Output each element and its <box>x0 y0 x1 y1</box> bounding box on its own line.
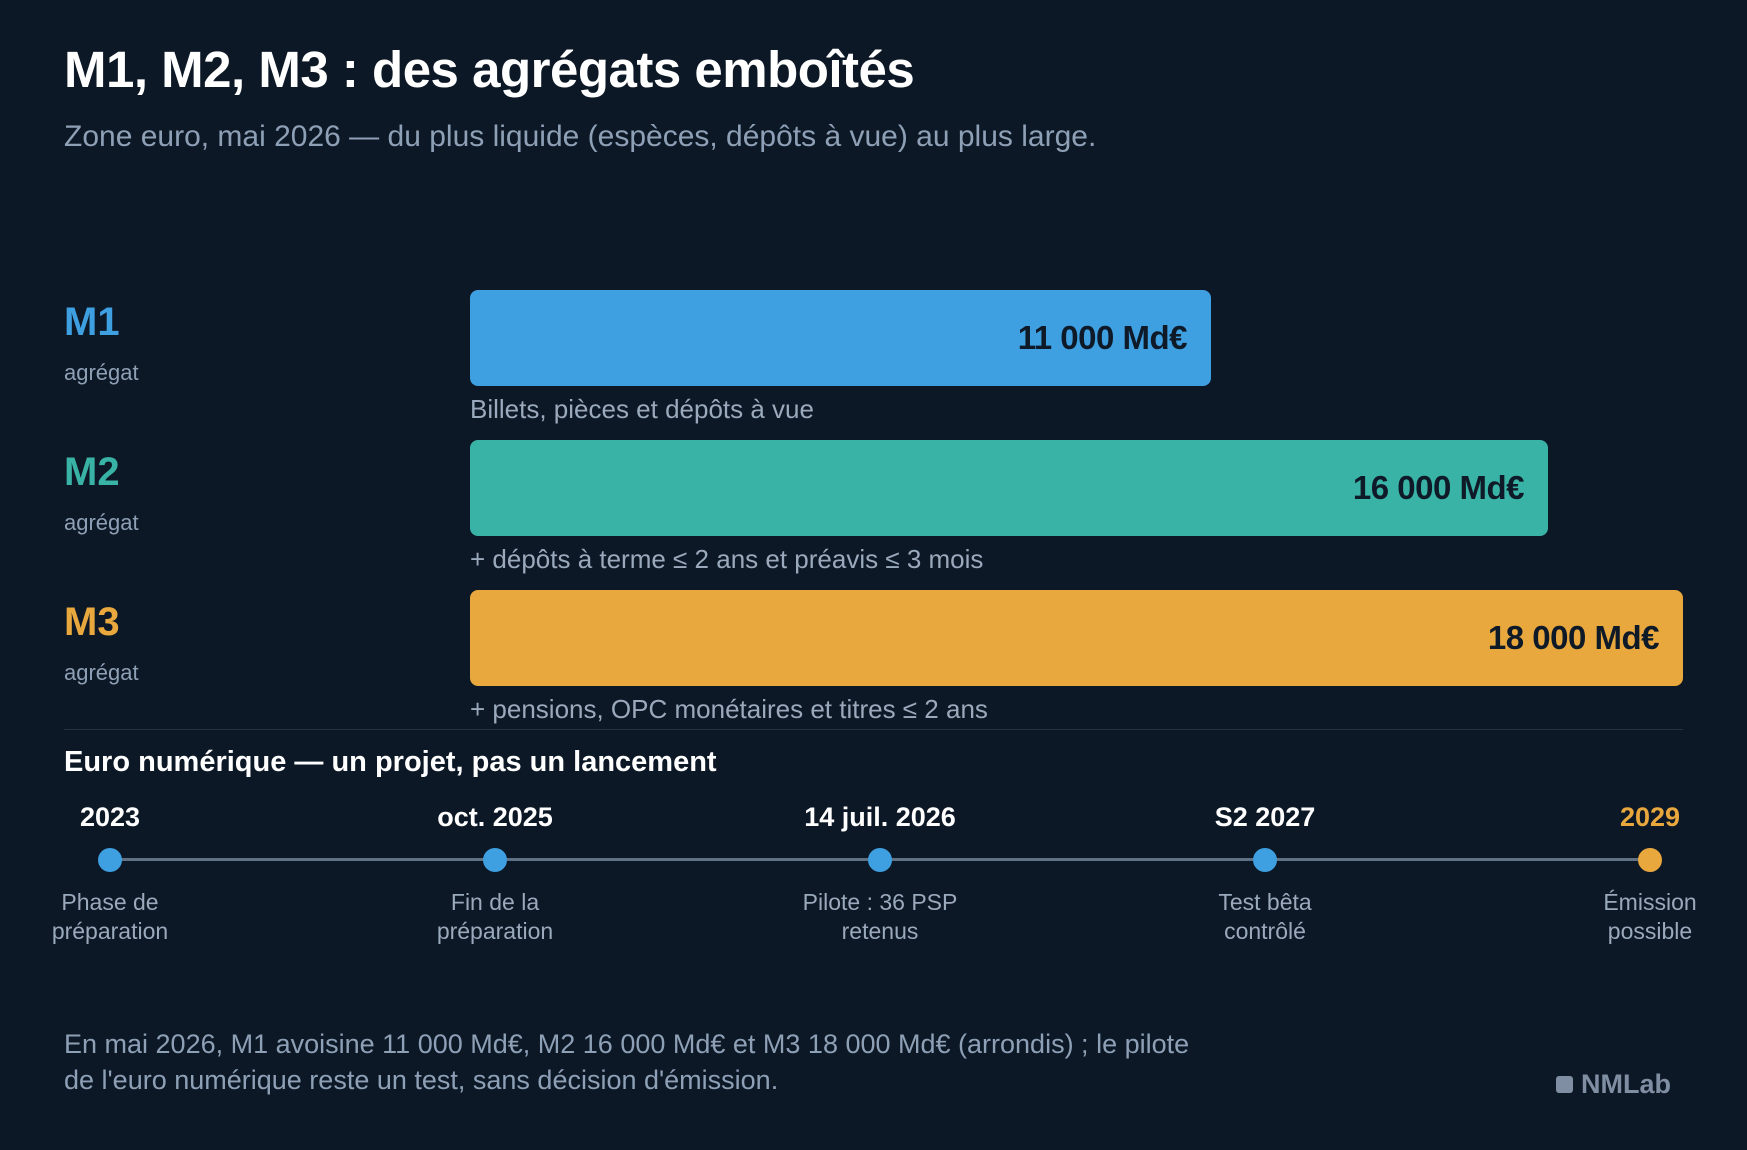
timeline-milestone-dot <box>1638 848 1662 872</box>
timeline-description-line-2: contrôlé <box>1224 918 1306 944</box>
timeline-title: Euro numérique — un projet, pas un lance… <box>64 746 717 778</box>
timeline-date: 2029 <box>1619 802 1681 832</box>
timeline-description-line-1: Pilote : 36 PSP <box>802 889 958 915</box>
timeline-description: Test bêta contrôlé <box>1165 888 1365 946</box>
timeline-date: 14 juil. 2026 <box>804 802 956 832</box>
timeline-milestone-dot <box>868 848 892 872</box>
timeline-description: Fin de la préparation <box>395 888 595 946</box>
bar-m1: 11 000 Md€ <box>470 290 1211 386</box>
timeline-description: Émission possible <box>1550 888 1747 946</box>
footnote-line-2: de l'euro numérique reste un test, sans … <box>64 1065 779 1095</box>
timeline-milestone-dot <box>98 848 122 872</box>
aggregate-type-label: agrégat <box>64 660 139 685</box>
brand: NMLab <box>1556 1069 1671 1100</box>
brand-name: NMLab <box>1581 1069 1671 1099</box>
footnote-line-1: En mai 2026, M1 avoisine 11 000 Md€, M2 … <box>64 1029 1190 1059</box>
aggregate-name-m2: M2 <box>64 450 120 494</box>
timeline-date: S2 2027 <box>1214 802 1316 832</box>
timeline-milestone-dot <box>483 848 507 872</box>
bar-description: + dépôts à terme ≤ 2 ans et préavis ≤ 3 … <box>470 544 984 574</box>
page-subtitle: Zone euro, mai 2026 — du plus liquide (e… <box>64 120 1097 153</box>
timeline-description-line-1: Phase de <box>61 889 159 915</box>
bar-description: + pensions, OPC monétaires et titres ≤ 2… <box>470 694 988 724</box>
aggregate-type-label: agrégat <box>64 360 139 385</box>
timeline-description-line-1: Émission <box>1603 889 1697 915</box>
timeline-date: 2023 <box>79 802 141 832</box>
page-title: M1, M2, M3 : des agrégats emboîtés <box>64 41 915 98</box>
bar-description: Billets, pièces et dépôts à vue <box>470 394 814 424</box>
timeline-description: Pilote : 36 PSP retenus <box>780 888 980 946</box>
bar-m2: 16 000 Md€ <box>470 440 1548 536</box>
timeline-milestone-dot <box>1253 848 1277 872</box>
timeline-date: oct. 2025 <box>437 802 553 832</box>
aggregate-name-m1: M1 <box>64 300 120 344</box>
timeline-description-line-2: possible <box>1607 918 1693 944</box>
timeline-description-line-2: préparation <box>436 918 554 944</box>
aggregate-name-m3: M3 <box>64 600 120 644</box>
timeline-description-line-1: Fin de la <box>450 889 540 915</box>
bar-value-label: 18 000 Md€ <box>1487 619 1660 656</box>
square-logo-icon <box>1556 1076 1573 1093</box>
bar-value-label: 11 000 Md€ <box>1017 319 1188 356</box>
bar-value-label: 16 000 Md€ <box>1352 469 1525 506</box>
footnote: En mai 2026, M1 avoisine 11 000 Md€, M2 … <box>64 1026 1314 1098</box>
timeline-description: Phase de préparation <box>10 888 210 946</box>
timeline-description-line-2: retenus <box>841 918 919 944</box>
aggregate-type-label: agrégat <box>64 510 139 535</box>
timeline-description-line-1: Test bêta <box>1218 889 1312 915</box>
bar-m3: 18 000 Md€ <box>470 590 1683 686</box>
section-divider <box>64 729 1683 730</box>
timeline-description-line-2: préparation <box>51 918 169 944</box>
